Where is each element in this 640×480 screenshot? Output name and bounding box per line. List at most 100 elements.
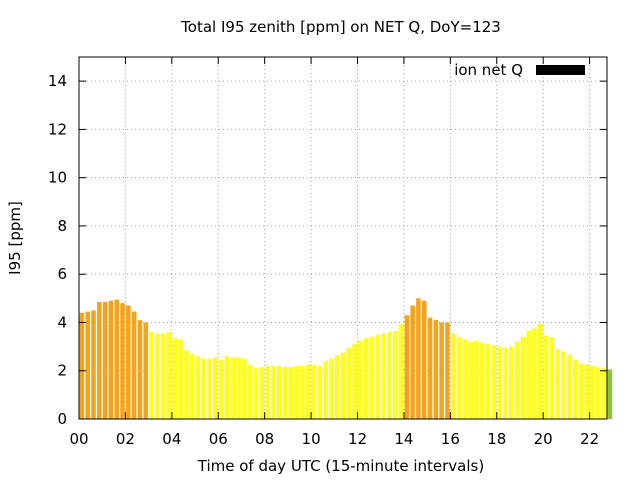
y-tick-label: 4 [57,313,67,331]
bar [317,365,323,419]
bar [259,367,265,419]
bar [567,355,572,419]
bar [526,330,531,419]
y-tick-label: 10 [48,169,67,187]
bar [555,349,560,419]
bar [561,351,566,419]
bar [474,340,479,419]
bar [462,339,468,419]
bar [468,341,473,419]
bar [271,365,276,419]
y-tick-label: 14 [48,72,67,90]
x-tick-label: 20 [534,430,553,448]
bar [242,358,247,419]
bar [149,332,154,419]
bar [340,352,346,419]
bar [520,336,526,419]
bars [79,298,613,419]
bar [108,300,114,419]
bar [503,347,508,419]
bar [288,367,294,419]
bar [189,353,195,419]
bar [491,345,497,419]
legend-swatch [536,65,585,75]
x-tick-label: 02 [116,430,135,448]
bar [213,357,218,419]
chart-title: Total I95 zenith [ppm] on NET Q, DoY=123 [180,18,501,36]
bar [450,333,456,419]
bar [282,367,288,419]
bar [236,357,241,419]
bar [294,365,299,419]
bar [160,333,166,419]
bar [172,338,177,419]
bar [253,368,259,419]
y-axis-label: I95 [ppm] [6,201,24,275]
axis-ticks [78,57,607,420]
x-tick-label: 14 [394,430,413,448]
bar [410,305,415,419]
x-tick-label: 12 [348,430,367,448]
bar [369,336,375,419]
bar [387,332,392,419]
x-tick-label: 06 [209,430,228,448]
x-tick-label: 22 [580,430,599,448]
bar [416,298,421,419]
bar [421,300,427,419]
bar [329,358,334,419]
bar [549,336,555,419]
bar [131,311,137,419]
bar [392,330,398,419]
bar [572,359,578,419]
bar [137,320,143,419]
bar [305,364,311,419]
y-tick-labels: 0 2 4 6 8 10 12 14 [48,72,67,428]
bar [427,317,433,419]
bar [102,301,108,419]
bar [300,365,305,419]
bar [155,333,160,419]
bar [578,363,584,419]
bar [404,315,410,419]
bar [178,339,183,419]
bar [479,342,485,419]
bar [352,344,357,419]
bar [538,323,543,419]
bar [445,322,450,419]
x-tick-label: 10 [302,430,321,448]
y-tick-label: 12 [48,120,67,138]
bar [166,332,172,419]
bar [381,333,386,419]
grid-lines [79,57,607,419]
bar [590,365,595,419]
bar [398,323,404,419]
bar [207,358,212,419]
bar [358,340,363,419]
x-tick-label: 04 [162,430,181,448]
bar [334,355,340,419]
bar [184,350,189,419]
bar [224,356,230,419]
legend: ion net Q [454,61,585,79]
bar [276,365,282,419]
bar [247,364,253,419]
y-tick-label: 6 [57,265,67,283]
x-tick-label: 18 [487,430,506,448]
bar [509,346,514,419]
bar [596,367,601,419]
plot-frame [78,56,608,420]
bar [485,344,491,419]
bar [120,303,125,419]
x-tick-label: 16 [441,430,460,448]
bar [79,312,85,419]
bar [433,320,439,419]
bar [201,358,207,419]
legend-label: ion net Q [454,61,523,79]
bar [439,322,444,419]
bar [607,369,613,419]
bar [311,364,317,419]
bar [85,311,90,419]
bar [601,368,607,419]
bar [543,335,549,419]
bar [532,328,537,419]
